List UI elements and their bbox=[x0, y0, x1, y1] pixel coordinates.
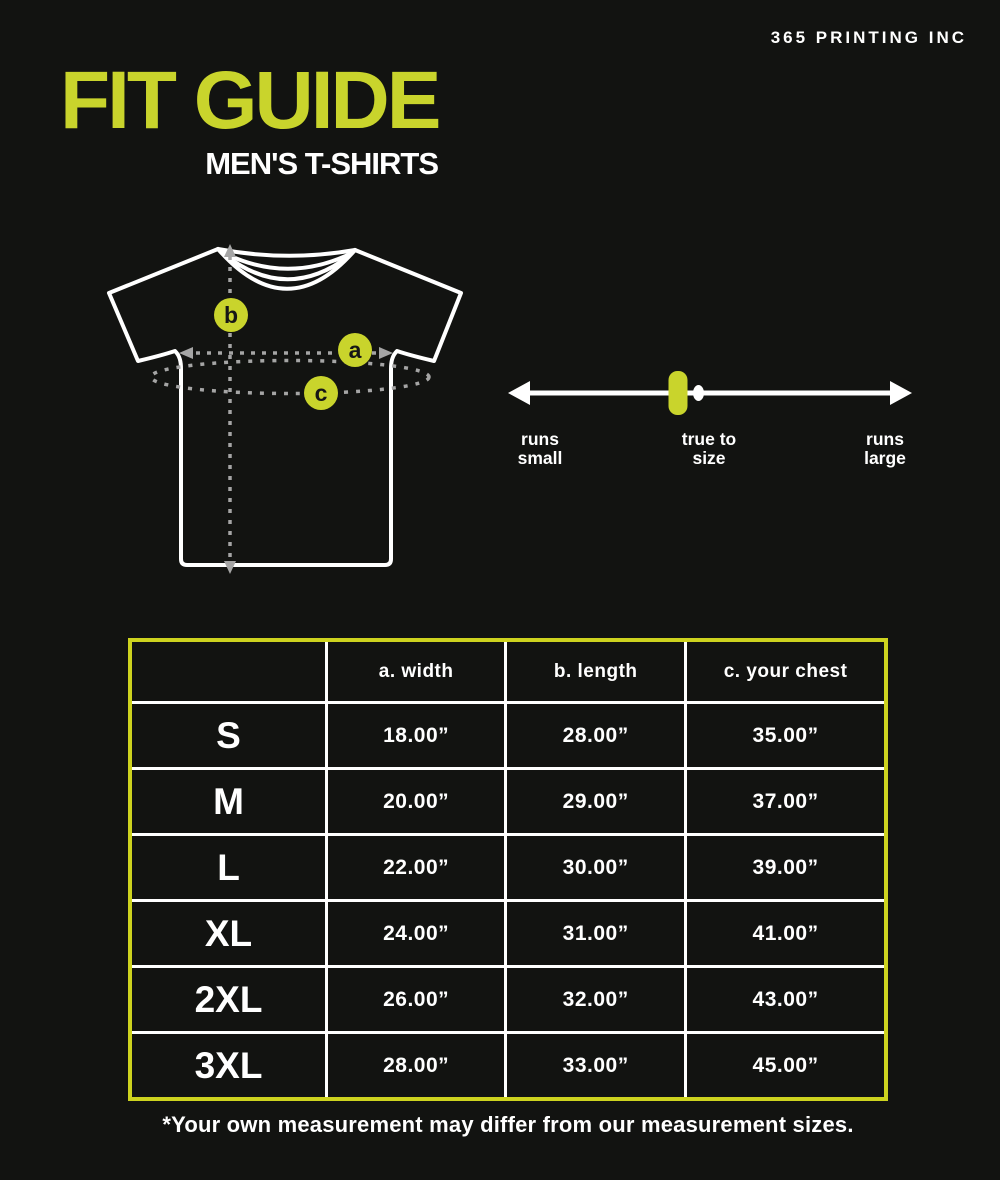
length-value: 31.00” bbox=[504, 899, 688, 968]
tshirt-diagram: b a c bbox=[107, 244, 463, 574]
size-label: S bbox=[128, 701, 329, 770]
scale-label-true-to-size: true to size bbox=[681, 429, 737, 468]
table-row: XL 24.00” 31.00” 41.00” bbox=[128, 899, 888, 968]
chest-value: 35.00” bbox=[684, 701, 888, 770]
length-value: 28.00” bbox=[504, 701, 688, 770]
page-subtitle: MEN'S T-SHIRTS bbox=[205, 146, 439, 181]
footnote: *Your own measurement may differ from ou… bbox=[162, 1112, 854, 1137]
marker-c-label: c bbox=[315, 380, 328, 406]
size-label: 2XL bbox=[128, 965, 329, 1034]
chest-value: 37.00” bbox=[684, 767, 888, 836]
scale-label-runs-large: runs large bbox=[864, 429, 906, 468]
arrow-right-icon bbox=[890, 381, 912, 405]
chest-value: 41.00” bbox=[684, 899, 888, 968]
header-chest: c. your chest bbox=[684, 638, 888, 704]
width-value: 20.00” bbox=[325, 767, 508, 836]
header-width: a. width bbox=[325, 638, 508, 704]
header-empty bbox=[128, 638, 329, 704]
page-title: FIT GUIDE bbox=[60, 55, 441, 146]
chest-value: 45.00” bbox=[684, 1031, 888, 1101]
length-value: 32.00” bbox=[504, 965, 688, 1034]
tshirt-outline bbox=[107, 247, 463, 567]
size-table: a. width b. length c. your chest S 18.00… bbox=[128, 638, 888, 1101]
marker-b: b bbox=[214, 298, 248, 332]
header-length: b. length bbox=[504, 638, 688, 704]
fit-indicator-dot bbox=[693, 385, 704, 401]
table-row: S 18.00” 28.00” 35.00” bbox=[128, 701, 888, 770]
size-label: 3XL bbox=[128, 1031, 329, 1101]
table-row: 3XL 28.00” 33.00” 45.00” bbox=[128, 1031, 888, 1101]
table-row: L 22.00” 30.00” 39.00” bbox=[128, 833, 888, 902]
table-header-row: a. width b. length c. your chest bbox=[128, 638, 888, 704]
size-label: L bbox=[128, 833, 329, 902]
length-value: 29.00” bbox=[504, 767, 688, 836]
title-block: FIT GUIDE MEN'S T-SHIRTS bbox=[60, 55, 441, 182]
chest-value: 39.00” bbox=[684, 833, 888, 902]
marker-b-label: b bbox=[224, 302, 238, 328]
width-value: 18.00” bbox=[325, 701, 508, 770]
table-row: 2XL 26.00” 32.00” 43.00” bbox=[128, 965, 888, 1034]
marker-a: a bbox=[338, 333, 372, 367]
table-row: M 20.00” 29.00” 37.00” bbox=[128, 767, 888, 836]
fit-indicator bbox=[668, 371, 688, 415]
fit-scale: runs small true to size runs large bbox=[500, 358, 920, 478]
marker-c: c bbox=[304, 376, 338, 410]
width-value: 26.00” bbox=[325, 965, 508, 1034]
width-value: 22.00” bbox=[325, 833, 508, 902]
length-measure-line bbox=[224, 244, 236, 574]
chest-measure-ellipse bbox=[149, 358, 431, 396]
fit-scale-axis bbox=[508, 371, 912, 415]
width-value: 24.00” bbox=[325, 899, 508, 968]
size-label: M bbox=[128, 767, 329, 836]
arrow-left-icon bbox=[508, 381, 530, 405]
length-value: 30.00” bbox=[504, 833, 688, 902]
scale-label-runs-small: runs small bbox=[517, 429, 563, 468]
chest-value: 43.00” bbox=[684, 965, 888, 1034]
width-value: 28.00” bbox=[325, 1031, 508, 1101]
marker-a-label: a bbox=[349, 337, 362, 363]
brand-name: 365 PRINTING INC bbox=[770, 28, 967, 47]
size-label: XL bbox=[128, 899, 329, 968]
length-value: 33.00” bbox=[504, 1031, 688, 1101]
